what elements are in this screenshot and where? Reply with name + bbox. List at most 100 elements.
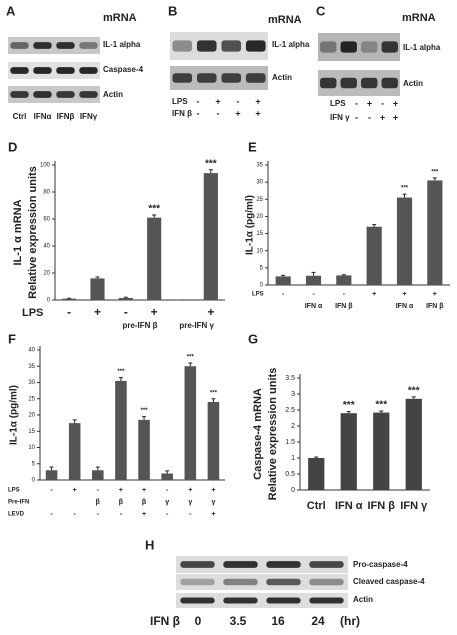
panel-label: H xyxy=(145,537,154,552)
condition-sign: + xyxy=(367,98,372,108)
condition-sign: + xyxy=(94,305,101,319)
significance: *** xyxy=(141,408,149,414)
gel-strip xyxy=(8,62,100,79)
y-axis-label: IL-1α (pg/ml) xyxy=(9,385,20,445)
y-tick-label: 25 xyxy=(28,396,35,402)
condition-sign: - xyxy=(50,487,53,494)
condition-sign: β xyxy=(142,499,147,506)
y-tick-label: 5 xyxy=(32,461,36,467)
heading: mRNA xyxy=(268,14,302,26)
time-label: IFN β xyxy=(150,614,180,628)
bar xyxy=(161,473,173,480)
error-bar xyxy=(211,398,216,402)
y-tick-label: 30 xyxy=(28,380,35,386)
condition-sign: + xyxy=(255,108,260,118)
y-tick-label: 100 xyxy=(40,163,51,169)
significance: *** xyxy=(431,170,439,176)
row-label: Pro-caspase-4 xyxy=(353,560,408,569)
gel-band xyxy=(361,41,378,53)
gel-band xyxy=(196,40,217,52)
bar xyxy=(138,419,150,480)
error-bar xyxy=(165,470,170,474)
error-bar xyxy=(123,296,128,298)
bar xyxy=(308,458,325,490)
gel-band xyxy=(10,67,29,74)
gel-band xyxy=(266,561,301,568)
heading: mRNA xyxy=(103,12,137,24)
condition-sign: - xyxy=(368,112,371,122)
bar xyxy=(336,275,352,285)
significance: *** xyxy=(401,186,409,192)
error-bar xyxy=(311,271,316,276)
gel-band xyxy=(309,561,344,568)
condition-name: Pre-IFN xyxy=(8,500,29,506)
gel-band xyxy=(56,91,75,98)
condition-sign: - xyxy=(355,112,358,122)
error-bar xyxy=(432,177,437,181)
condition-sign: + xyxy=(393,98,398,108)
condition-sign: - xyxy=(166,511,169,518)
condition-sign: - xyxy=(237,96,240,106)
y-tick-label: 40 xyxy=(43,244,50,250)
gel-band xyxy=(381,77,398,89)
condition-name: LPS xyxy=(8,488,20,494)
significance: *** xyxy=(375,400,387,411)
condition-name: LPS xyxy=(172,97,188,106)
gel-strip xyxy=(176,556,348,573)
gel-band xyxy=(381,41,398,53)
bar xyxy=(305,275,322,285)
y-tick-label: 15 xyxy=(28,429,35,435)
row-label: IL-1 alpha xyxy=(272,40,310,49)
bar xyxy=(68,423,81,480)
time: 24 xyxy=(311,614,325,628)
condition-sign: + xyxy=(433,291,437,298)
gel-band xyxy=(245,73,266,83)
gel-band xyxy=(340,77,357,89)
gel-strip xyxy=(8,37,100,54)
bar xyxy=(147,217,162,300)
condition-sign: + xyxy=(393,112,398,122)
condition-sign: - xyxy=(197,108,200,118)
lane-label: Ctrl xyxy=(13,112,27,121)
error-bar xyxy=(341,274,346,276)
x-tick-label: IFN γ xyxy=(400,500,428,512)
y-tick-label: 80 xyxy=(43,190,50,196)
gel-band xyxy=(196,73,217,83)
condition-sign: + xyxy=(215,96,220,106)
error-bar xyxy=(95,276,100,279)
gel-band xyxy=(79,91,98,98)
condition-sign: - xyxy=(189,511,192,518)
condition-sign: + xyxy=(119,487,123,494)
gel-band xyxy=(56,42,75,49)
gel-band xyxy=(10,42,29,49)
condition-sign: - xyxy=(282,291,285,298)
condition-sign: - xyxy=(67,305,71,319)
gel-band xyxy=(223,561,258,568)
y-tick-label: 1 xyxy=(291,455,295,462)
gel-band xyxy=(79,67,98,74)
y-tick-label: 2.5 xyxy=(285,407,295,414)
error-bar xyxy=(49,466,54,471)
x-tick-label: IFN α xyxy=(335,500,363,512)
gel-band xyxy=(33,42,52,49)
panel-label: G xyxy=(248,331,258,346)
condition-sign: IFN β xyxy=(335,303,353,310)
significance: *** xyxy=(205,158,217,169)
error-bar xyxy=(314,456,319,458)
y-tick-label: 1.5 xyxy=(285,439,295,446)
condition-sign: IFN α xyxy=(396,303,414,310)
y-tick-label: 60 xyxy=(43,217,50,223)
y-axis-label: IL-1α (pg/ml) xyxy=(245,195,256,255)
row-label: Actin xyxy=(353,595,373,604)
gel-band xyxy=(221,73,242,83)
error-bar xyxy=(346,411,351,414)
condition-sign: + xyxy=(235,108,240,118)
row-label: IL-1 alpha xyxy=(103,40,141,49)
y-tick-label: 2 xyxy=(291,423,295,430)
y-tick-label: 3 xyxy=(291,391,295,398)
error-bar xyxy=(118,377,123,381)
y-axis-label: Caspase-4 mRNA xyxy=(252,388,264,480)
lane-label: IFNα xyxy=(34,112,52,121)
condition-sign: + xyxy=(211,511,215,518)
significance: *** xyxy=(210,390,218,396)
